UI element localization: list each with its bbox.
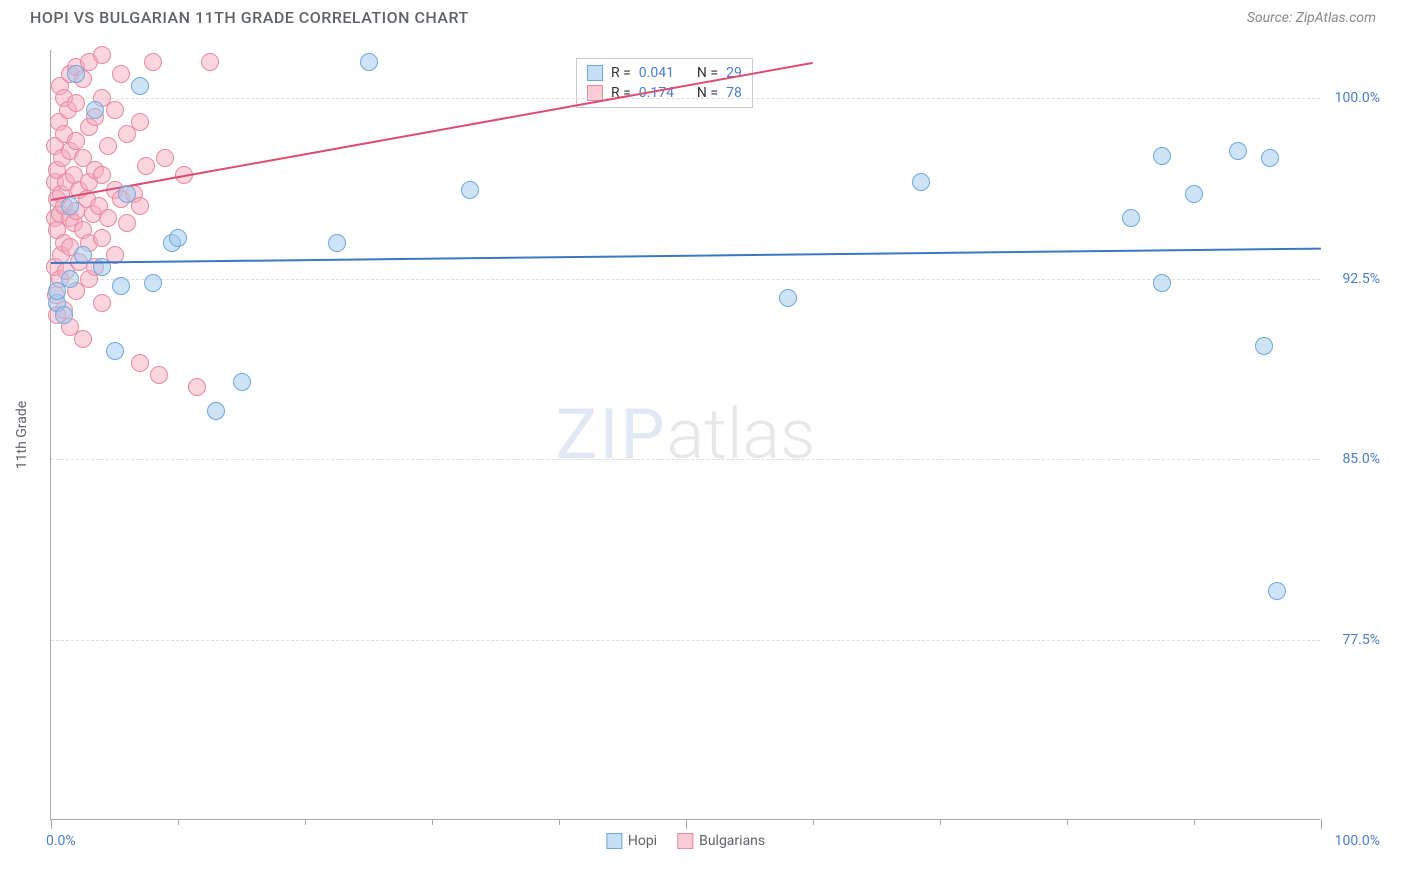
legend-item: Hopi: [606, 833, 657, 849]
hopi-point: [67, 65, 85, 83]
bulgarians-point: [99, 209, 117, 227]
gridline-h: [51, 459, 1320, 460]
hopi-point: [169, 229, 187, 247]
legend: Hopi Bulgarians: [606, 833, 765, 849]
hopi-trend-line: [51, 247, 1321, 263]
chart-title: HOPI VS BULGARIAN 11TH GRADE CORRELATION…: [30, 8, 469, 27]
hopi-point: [1261, 149, 1279, 167]
bulgarians-point: [93, 46, 111, 64]
hopi-point: [144, 274, 162, 292]
plot-area: ZIPatlas R =0.041 N =29R =0.174 N =78 Ho…: [50, 50, 1320, 820]
bulgarians-point: [118, 214, 136, 232]
hopi-point: [1255, 337, 1273, 355]
y-tick-label: 77.5%: [1325, 632, 1380, 648]
hopi-point: [233, 373, 251, 391]
y-axis-label: 11th Grade: [14, 401, 30, 469]
watermark-part-1: ZIP: [556, 394, 667, 476]
gridline-h: [51, 640, 1320, 641]
bulgarians-point: [201, 53, 219, 71]
y-tick-label: 100.0%: [1325, 90, 1380, 106]
hopi-point: [1122, 209, 1140, 227]
y-tick-label: 85.0%: [1325, 451, 1380, 467]
x-tick-major: [51, 819, 52, 829]
watermark-part-2: atlas: [667, 394, 816, 476]
y-tick-label: 92.5%: [1325, 271, 1380, 287]
hopi-point: [1153, 274, 1171, 292]
x-tick-minor: [178, 819, 179, 825]
x-tick-major: [686, 819, 687, 829]
x-tick-label: 100.0%: [1335, 833, 1380, 849]
hopi-point: [55, 306, 73, 324]
hopi-point: [118, 185, 136, 203]
bulgarians-point: [93, 294, 111, 312]
hopi-point: [207, 402, 225, 420]
legend-label: Bulgarians: [699, 833, 765, 849]
hopi-point: [61, 270, 79, 288]
bulgarians-point: [137, 157, 155, 175]
legend-label: Hopi: [628, 833, 657, 849]
bulgarians-point: [188, 378, 206, 396]
watermark: ZIPatlas: [556, 394, 816, 476]
bulgarians-point: [99, 137, 117, 155]
gridline-h: [51, 98, 1320, 99]
hopi-point: [1268, 582, 1286, 600]
hopi-point: [93, 258, 111, 276]
x-tick-minor: [1194, 819, 1195, 825]
bulgarians-point: [106, 101, 124, 119]
source-attribution: Source: ZipAtlas.com: [1247, 10, 1376, 26]
legend-swatch: [606, 833, 622, 849]
hopi-point: [61, 197, 79, 215]
bulgarians-trend-line: [51, 62, 813, 201]
legend-item: Bulgarians: [677, 833, 765, 849]
x-tick-major: [1321, 819, 1322, 829]
legend-swatch: [677, 833, 693, 849]
hopi-point: [1229, 142, 1247, 160]
r-label: R =: [611, 65, 631, 81]
hopi-point: [912, 173, 930, 191]
x-tick-minor: [305, 819, 306, 825]
hopi-point: [360, 53, 378, 71]
bulgarians-point: [67, 132, 85, 150]
hopi-point: [131, 77, 149, 95]
x-tick-minor: [813, 819, 814, 825]
x-tick-minor: [940, 819, 941, 825]
gridline-h: [51, 279, 1320, 280]
hopi-point: [106, 342, 124, 360]
stat-row: R =0.041 N =29: [577, 63, 752, 83]
bulgarians-point: [67, 94, 85, 112]
r-value: 0.041: [639, 65, 674, 81]
bulgarians-point: [131, 354, 149, 372]
bulgarians-point: [131, 113, 149, 131]
x-tick-minor: [1067, 819, 1068, 825]
hopi-point: [112, 277, 130, 295]
x-tick-label: 0.0%: [46, 833, 76, 849]
hopi-point: [86, 101, 104, 119]
bulgarians-point: [93, 229, 111, 247]
hopi-point: [779, 289, 797, 307]
series-swatch: [587, 65, 603, 81]
hopi-point: [1185, 185, 1203, 203]
header: HOPI VS BULGARIAN 11TH GRADE CORRELATION…: [0, 0, 1406, 31]
bulgarians-point: [150, 366, 168, 384]
bulgarians-point: [112, 65, 130, 83]
bulgarians-point: [156, 149, 174, 167]
chart-container: 11th Grade ZIPatlas R =0.041 N =29R =0.1…: [50, 50, 1380, 820]
hopi-point: [461, 181, 479, 199]
hopi-point: [328, 234, 346, 252]
hopi-point: [1153, 147, 1171, 165]
x-tick-minor: [432, 819, 433, 825]
x-tick-minor: [559, 819, 560, 825]
bulgarians-point: [144, 53, 162, 71]
bulgarians-point: [74, 330, 92, 348]
